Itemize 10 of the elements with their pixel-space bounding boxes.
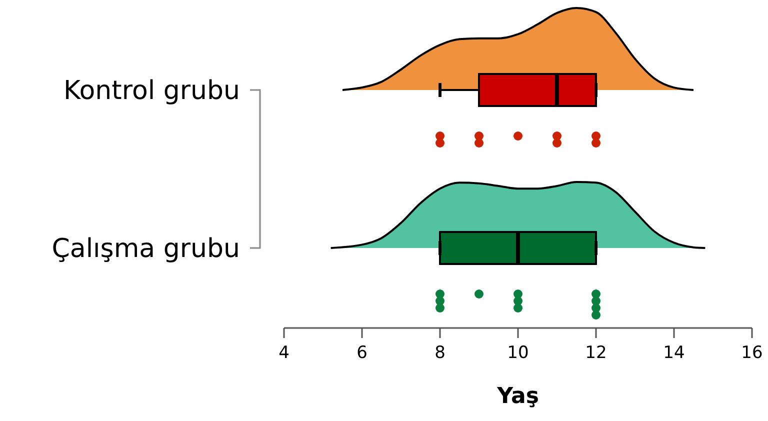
y-tick-label: Kontrol grubu [63, 76, 240, 106]
x-tick-label: 8 [434, 343, 446, 363]
x-tick-label: 4 [278, 343, 290, 363]
x-tick-label: 6 [356, 343, 368, 363]
x-tick-label: 10 [507, 343, 529, 363]
x-tick-label: 14 [663, 343, 685, 363]
x-tick-label: 16 [741, 343, 763, 363]
y-tick-label: Çalışma grubu [52, 234, 240, 264]
x-tick-label: 12 [585, 343, 607, 363]
x-axis-title: Yaş [496, 384, 539, 409]
